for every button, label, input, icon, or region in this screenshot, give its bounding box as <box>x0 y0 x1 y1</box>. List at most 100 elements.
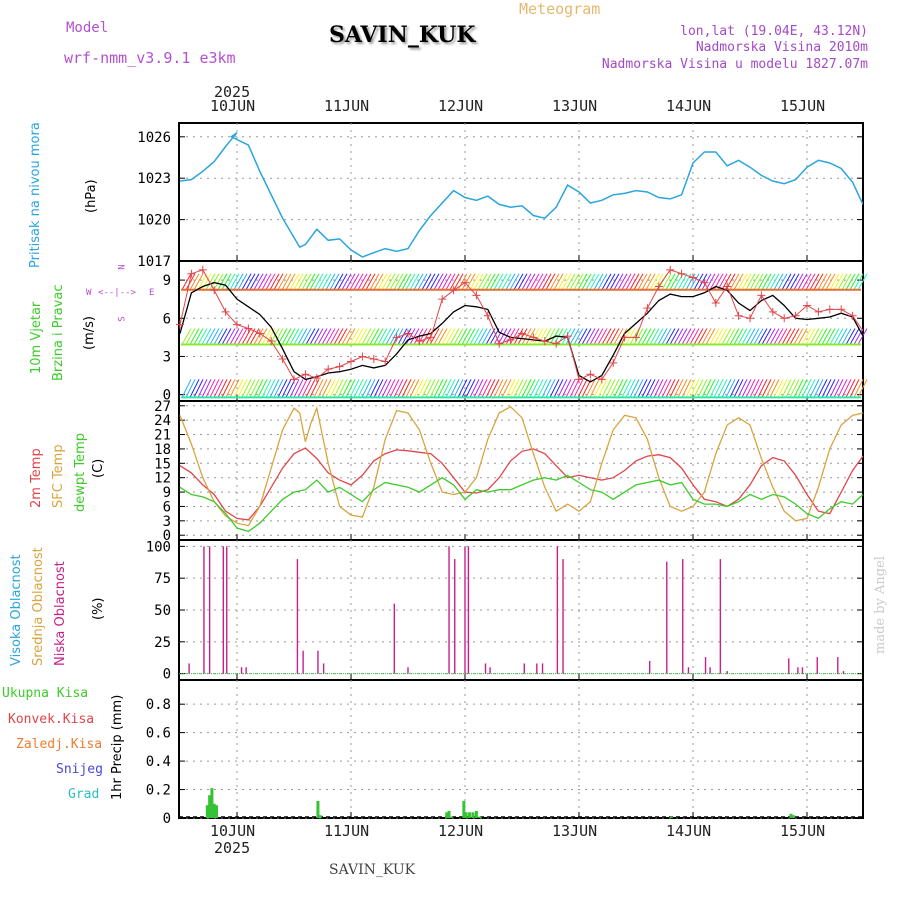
wind-barb <box>773 328 784 345</box>
wind-barb <box>445 273 456 290</box>
wind-barb <box>537 273 548 290</box>
wind-barb <box>389 273 400 290</box>
wind-barb <box>301 273 312 290</box>
wind-gust-marker <box>757 291 766 300</box>
wind-barb <box>513 273 524 290</box>
wind-gust-marker <box>187 269 196 278</box>
wind-barb <box>277 379 288 398</box>
wind-gust-marker <box>233 320 241 329</box>
compass-e: E <box>149 288 155 298</box>
wind-barb <box>589 328 600 345</box>
wind-barb <box>709 379 720 398</box>
day-label-15jun: 15JUN <box>780 97 826 115</box>
wind-barb <box>389 328 400 345</box>
wind-gust-marker <box>723 282 732 291</box>
wind-barb <box>529 328 540 345</box>
wind-barb <box>641 273 652 290</box>
wind-barb <box>685 328 696 345</box>
wind-barb <box>453 379 464 398</box>
wind-gust-marker <box>803 301 811 310</box>
wind-barb <box>241 273 252 290</box>
wind-barb <box>237 273 248 290</box>
wind-barb <box>405 328 416 345</box>
wind-gust-marker <box>290 375 298 384</box>
wind-barb <box>425 273 436 290</box>
wind-gust-marker <box>221 307 230 316</box>
wind-barb <box>825 379 836 398</box>
wind-barb <box>757 328 768 345</box>
wind-barb <box>217 379 228 398</box>
wind-barb <box>249 379 260 398</box>
wind-barb <box>265 273 276 290</box>
wind-barb <box>745 379 756 398</box>
wind-barb <box>537 379 548 398</box>
wind-barb <box>521 273 532 290</box>
wind-barb <box>709 273 720 290</box>
wind-barb <box>765 328 776 345</box>
wind-barb <box>745 328 756 345</box>
wind-barb <box>373 273 384 290</box>
wind-barb <box>693 328 704 345</box>
wind-barb <box>325 328 336 345</box>
wind-barb <box>541 328 552 345</box>
wind-barb <box>621 379 632 398</box>
wind-barb <box>617 379 628 398</box>
wind-barb <box>813 273 824 290</box>
wind-gust-marker <box>267 337 276 346</box>
wind-barb <box>657 379 668 398</box>
wind-barb <box>797 273 808 290</box>
wind-barb <box>657 328 668 345</box>
wind-barb <box>793 379 804 398</box>
wind-barb <box>385 273 396 290</box>
y-tick-label: 0.6 <box>146 726 171 742</box>
wind-barb <box>737 328 748 345</box>
wind-barb <box>181 379 192 398</box>
wind-barb <box>417 379 428 398</box>
wind-barb <box>737 273 748 290</box>
wind-barb <box>625 273 636 290</box>
wind-barb <box>625 379 636 398</box>
wind-barb <box>541 273 552 290</box>
wind-gust-marker <box>677 269 686 278</box>
wind-barb <box>677 379 688 398</box>
wind-barb <box>669 379 680 398</box>
wind-gust-marker <box>381 357 390 366</box>
wind-barb <box>537 328 548 345</box>
wind-barb <box>625 328 636 345</box>
wind-gust-marker <box>472 291 481 300</box>
temp-unit: (C) <box>91 458 106 478</box>
wind-barb <box>833 328 844 345</box>
wind-barb <box>589 379 600 398</box>
wind-barb <box>729 273 740 290</box>
wind-barb <box>413 273 424 290</box>
y-tick-label: 0 <box>163 528 171 544</box>
wind-barb <box>405 273 416 290</box>
wind-barb <box>209 379 220 398</box>
precip-bar <box>445 812 449 818</box>
wind-barb <box>637 379 648 398</box>
wind-barb <box>401 379 412 398</box>
wind-barb <box>829 328 840 345</box>
wind-barb <box>381 273 392 290</box>
wind-barb <box>809 379 820 398</box>
snow-label: Snijeg <box>56 762 103 777</box>
wind-barb <box>181 273 192 290</box>
wind-barb <box>337 273 348 290</box>
mid-cloud-label: Srednja Oblacnost <box>31 547 46 666</box>
wind-barb <box>705 273 716 290</box>
footer-station: SAVIN_KUK <box>329 862 416 878</box>
wind-barb <box>757 273 768 290</box>
wind-barb <box>273 379 284 398</box>
wind-barb <box>405 379 416 398</box>
wind-barb <box>433 379 444 398</box>
wind-barb <box>681 379 692 398</box>
wind-barb <box>429 273 440 290</box>
model-altitude: Nadmorska Visina u modelu 1827.07m <box>601 57 868 72</box>
wind-barb <box>209 273 220 290</box>
wind-gust-marker <box>461 278 469 287</box>
wind-barb <box>445 379 456 398</box>
wind-barb <box>301 379 312 398</box>
wind-gust-marker <box>301 370 310 379</box>
wind-barb <box>709 328 720 345</box>
wind-barb <box>685 379 696 398</box>
